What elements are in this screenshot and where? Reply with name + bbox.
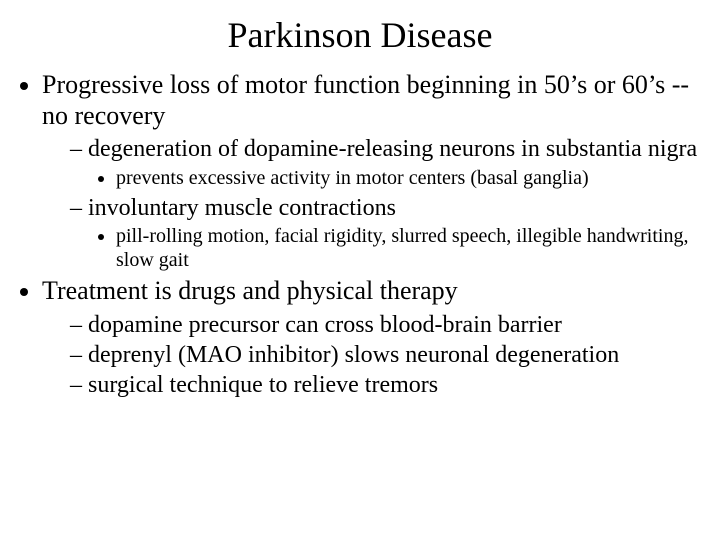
bullet-list-level1: Progressive loss of motor function begin… (12, 70, 708, 400)
slide-title: Parkinson Disease (12, 14, 708, 56)
bullet-2-3: surgical technique to relieve tremors (70, 371, 708, 399)
slide: Parkinson Disease Progressive loss of mo… (0, 0, 720, 540)
bullet-1-1-1-text: prevents excessive activity in motor cen… (116, 167, 589, 189)
bullet-2-2: deprenyl (MAO inhibitor) slows neuronal … (70, 341, 708, 369)
bullet-1-2-1-text: pill-rolling motion, facial rigidity, sl… (116, 225, 688, 271)
bullet-2-3-text: surgical technique to relieve tremors (88, 372, 438, 398)
bullet-list-level3: pill-rolling motion, facial rigidity, sl… (86, 224, 708, 272)
bullet-list-level2: degeneration of dopamine-releasing neuro… (42, 135, 708, 272)
bullet-2-2-text: deprenyl (MAO inhibitor) slows neuronal … (88, 342, 619, 368)
bullet-1-1: degeneration of dopamine-releasing neuro… (70, 135, 708, 189)
bullet-2-text: Treatment is drugs and physical therapy (42, 276, 458, 305)
bullet-list-level3: prevents excessive activity in motor cen… (86, 166, 708, 190)
bullet-1: Progressive loss of motor function begin… (42, 70, 708, 272)
bullet-1-1-1: prevents excessive activity in motor cen… (116, 166, 708, 190)
bullet-2: Treatment is drugs and physical therapy … (42, 276, 708, 400)
bullet-1-2-1: pill-rolling motion, facial rigidity, sl… (116, 224, 708, 272)
bullet-2-1-text: dopamine precursor can cross blood-brain… (88, 312, 562, 338)
bullet-1-2: involuntary muscle contractions pill-rol… (70, 194, 708, 272)
bullet-2-1: dopamine precursor can cross blood-brain… (70, 311, 708, 339)
bullet-1-text: Progressive loss of motor function begin… (42, 70, 689, 130)
bullet-list-level2: dopamine precursor can cross blood-brain… (42, 311, 708, 400)
bullet-1-2-text: involuntary muscle contractions (88, 195, 396, 221)
bullet-1-1-text: degeneration of dopamine-releasing neuro… (88, 136, 697, 162)
